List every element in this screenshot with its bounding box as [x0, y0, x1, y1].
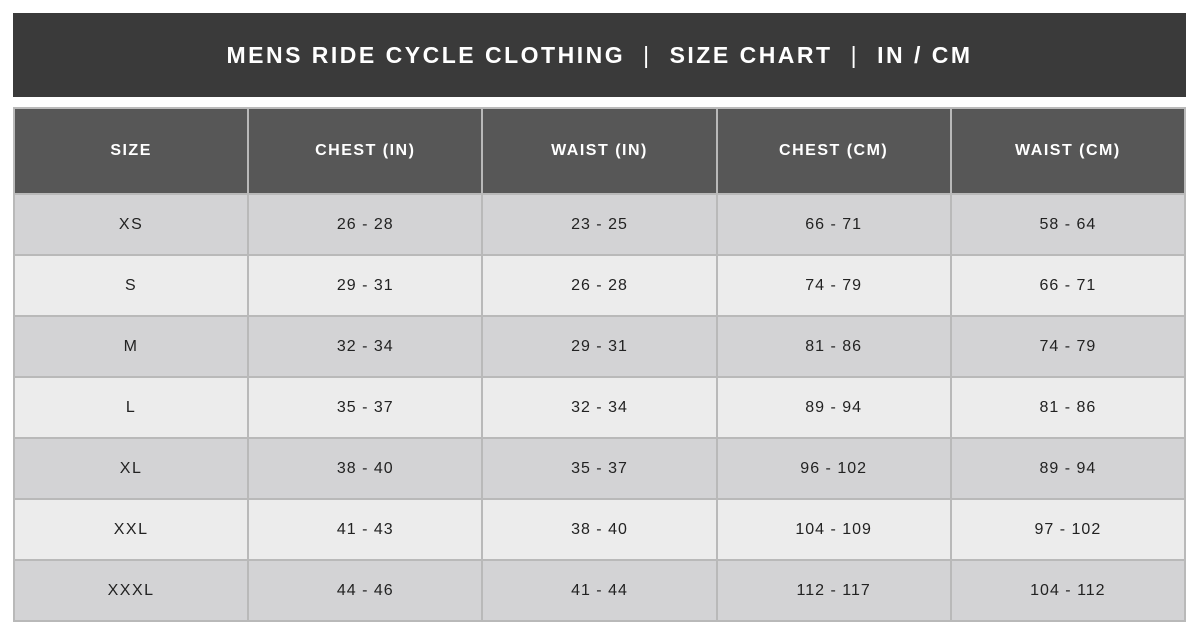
- table-row-m: M 32 - 34 29 - 31 81 - 86 74 - 79: [12, 315, 1187, 378]
- size-cell: XL: [12, 437, 250, 500]
- chest-in-cell: 29 - 31: [247, 254, 484, 317]
- chest-cm-cell: 96 - 102: [715, 437, 952, 500]
- waist-cm-cell: 66 - 71: [949, 254, 1187, 317]
- chest-cm-cell: 89 - 94: [715, 376, 952, 439]
- chest-in-cell: 32 - 34: [247, 315, 484, 378]
- chest-cm-cell: 104 - 109: [715, 498, 952, 561]
- chest-cm-cell: 74 - 79: [715, 254, 952, 317]
- title-segment-size-chart: SIZE CHART: [669, 41, 833, 68]
- size-cell: XS: [12, 193, 250, 256]
- size-table-body: XS 26 - 28 23 - 25 66 - 71 58 - 64 S 29 …: [12, 193, 1187, 622]
- waist-in-cell: 29 - 31: [481, 315, 718, 378]
- waist-in-cell: 23 - 25: [481, 193, 718, 256]
- chest-in-cell: 26 - 28: [247, 193, 484, 256]
- waist-cm-cell: 74 - 79: [949, 315, 1187, 378]
- table-row-l: L 35 - 37 32 - 34 89 - 94 81 - 86: [12, 376, 1187, 439]
- waist-cm-cell: 97 - 102: [949, 498, 1187, 561]
- title-separator: |: [643, 41, 652, 68]
- page-title: MENS RIDE CYCLE CLOTHING | SIZE CHART | IN /…: [226, 42, 972, 69]
- table-row-xs: XS 26 - 28 23 - 25 66 - 71 58 - 64: [12, 193, 1187, 256]
- chest-in-cell: 38 - 40: [247, 437, 484, 500]
- waist-in-cell: 38 - 40: [481, 498, 718, 561]
- size-table-header: SIZE CHEST (IN) WAIST (IN) CHEST (CM) WA…: [12, 107, 1187, 195]
- waist-cm-cell: 81 - 86: [949, 376, 1187, 439]
- chest-cm-cell: 66 - 71: [715, 193, 952, 256]
- chest-in-cell: 35 - 37: [247, 376, 484, 439]
- waist-cm-cell: 104 - 112: [949, 559, 1187, 622]
- waist-in-cell: 32 - 34: [481, 376, 718, 439]
- column-header-waist-cm: WAIST (CM): [949, 107, 1187, 195]
- size-cell: L: [12, 376, 250, 439]
- chest-in-cell: 44 - 46: [247, 559, 484, 622]
- waist-cm-cell: 58 - 64: [949, 193, 1187, 256]
- chest-cm-cell: 112 - 117: [715, 559, 952, 622]
- waist-in-cell: 41 - 44: [481, 559, 718, 622]
- column-header-chest-in: CHEST (IN): [247, 107, 484, 195]
- column-header-chest-cm: CHEST (CM): [715, 107, 952, 195]
- column-header-size: SIZE: [12, 107, 250, 195]
- size-cell: XXXL: [12, 559, 250, 622]
- column-header-waist-in: WAIST (IN): [481, 107, 718, 195]
- title-segment-units: IN / CM: [877, 41, 973, 68]
- size-cell: XXL: [12, 498, 250, 561]
- title-separator: |: [850, 41, 860, 68]
- waist-in-cell: 26 - 28: [481, 254, 718, 317]
- chest-cm-cell: 81 - 86: [715, 315, 952, 378]
- size-cell: M: [12, 315, 250, 378]
- chest-in-cell: 41 - 43: [247, 498, 484, 561]
- waist-cm-cell: 89 - 94: [949, 437, 1187, 500]
- title-segment-clothing: MENS RIDE CYCLE CLOTHING: [226, 41, 626, 68]
- table-row-xl: XL 38 - 40 35 - 37 96 - 102 89 - 94: [12, 437, 1187, 500]
- waist-in-cell: 35 - 37: [481, 437, 718, 500]
- header-row: SIZE CHEST (IN) WAIST (IN) CHEST (CM) WA…: [12, 107, 1187, 195]
- table-row-xxl: XXL 41 - 43 38 - 40 104 - 109 97 - 102: [12, 498, 1187, 561]
- table-row-xxxl: XXXL 44 - 46 41 - 44 112 - 117 104 - 112: [12, 559, 1187, 622]
- table-row-s: S 29 - 31 26 - 28 74 - 79 66 - 71: [12, 254, 1187, 317]
- title-bar: MENS RIDE CYCLE CLOTHING | SIZE CHART | IN /…: [13, 13, 1186, 97]
- size-cell: S: [12, 254, 250, 317]
- size-table: SIZE CHEST (IN) WAIST (IN) CHEST (CM) WA…: [12, 107, 1187, 622]
